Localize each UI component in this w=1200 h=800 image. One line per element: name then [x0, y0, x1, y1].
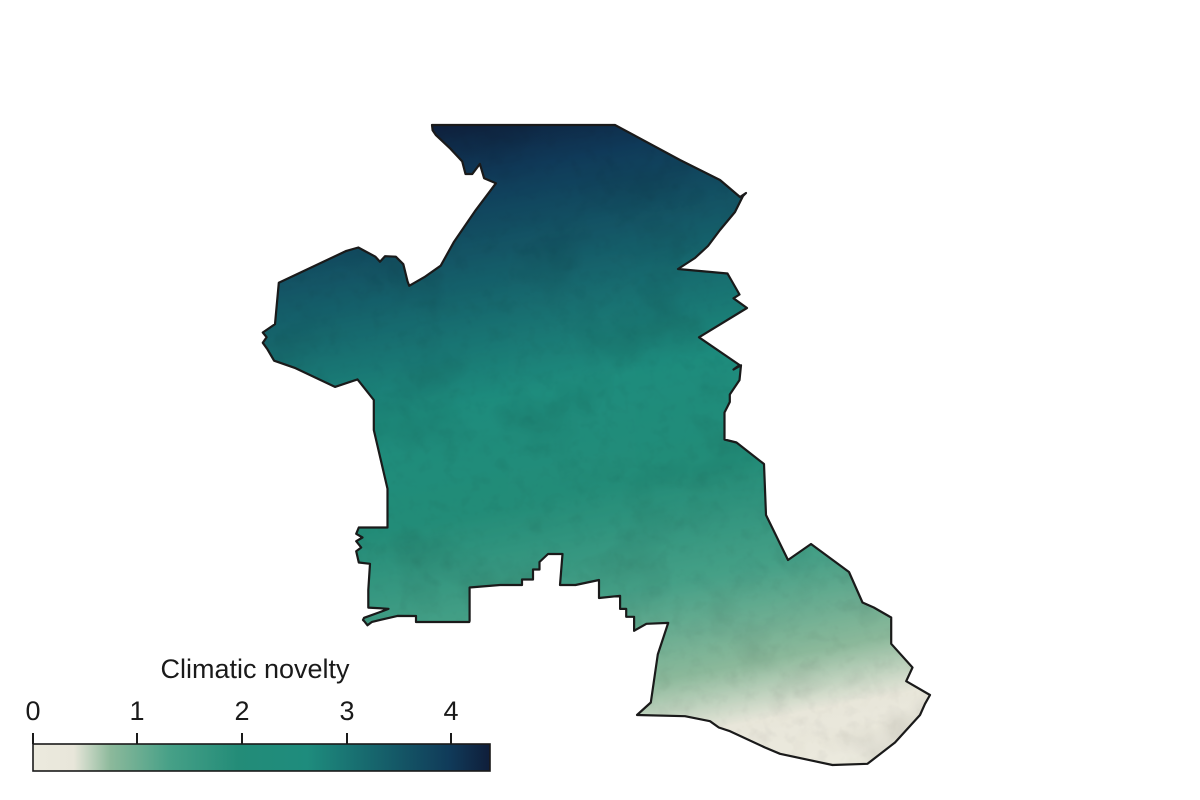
svg-text:4: 4 [443, 696, 458, 726]
svg-text:2: 2 [234, 696, 249, 726]
svg-text:Climatic novelty: Climatic novelty [160, 654, 350, 684]
svg-text:3: 3 [339, 696, 354, 726]
svg-text:0: 0 [25, 696, 40, 726]
svg-text:1: 1 [129, 696, 144, 726]
